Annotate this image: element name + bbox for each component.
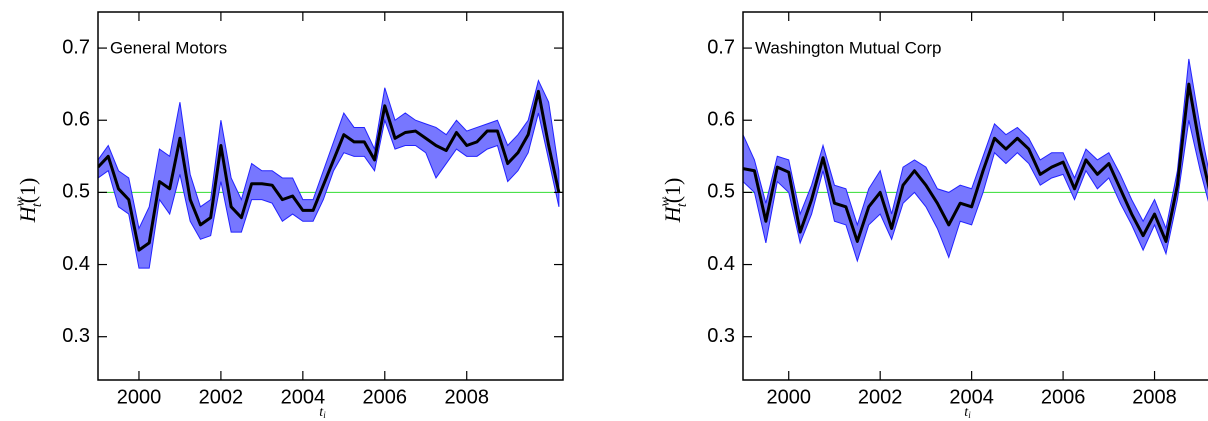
x-tick-label: 2004 [949, 386, 994, 408]
x-label-sub: i [323, 410, 326, 420]
x-tick-label: 2004 [281, 386, 326, 408]
x-tick-label: 2002 [858, 386, 903, 408]
y-label-sub: t [30, 202, 45, 207]
y-label-base: H [15, 205, 40, 223]
chart-title: Washington Mutual Corp [755, 38, 941, 57]
y-tick-label: 0.6 [62, 109, 90, 131]
y-tick-label: 0.5 [62, 181, 90, 203]
x-tick-label: 2000 [766, 386, 811, 408]
confidence-band [743, 58, 1208, 263]
y-axis-label: Hw t(1) [658, 178, 690, 224]
y-tick-label: 0.7 [707, 36, 735, 58]
plot-frame [97, 11, 564, 381]
y-label-sup: w [13, 197, 28, 207]
y-axis-label: Hw t(1) [13, 178, 45, 224]
plot-frame [742, 11, 1208, 381]
y-tick-label: 0.7 [62, 36, 90, 58]
y-label-arg: (1) [660, 178, 685, 204]
y-tick-label: 0.6 [707, 109, 735, 131]
chart-title: General Motors [110, 38, 227, 57]
x-axis-label: ti [964, 405, 971, 420]
y-tick-label: 0.4 [707, 253, 735, 275]
x-tick-label: 2000 [117, 386, 162, 408]
y-tick-label: 0.3 [707, 325, 735, 347]
plot-area [98, 79, 563, 269]
x-tick-label: 2006 [363, 386, 408, 408]
y-label-arg: (1) [15, 178, 40, 204]
data-line [98, 89, 561, 252]
x-tick-label: 2002 [199, 386, 244, 408]
x-axis-label: ti [319, 405, 326, 420]
x-tick-label: 2008 [444, 386, 489, 408]
x-label-base: t [319, 405, 324, 420]
y-label-sub: t [675, 202, 690, 207]
x-label-sub: i [968, 410, 971, 420]
chart-panel: 0.3 0.4 0.5 0.6 0.7 2000 2002 2004 2006 2008 Gener… [13, 11, 564, 420]
plot-area [743, 58, 1208, 263]
x-tick-label: 2006 [1041, 386, 1086, 408]
x-label-base: t [964, 405, 969, 420]
y-label-base: H [660, 205, 685, 223]
y-label-sup: w [658, 197, 673, 207]
chart-panel: 0.3 0.4 0.5 0.6 0.7 2000 2002 2004 2006 2008 Washi… [658, 11, 1208, 420]
y-tick-label: 0.5 [707, 181, 735, 203]
y-tick-label: 0.4 [62, 253, 90, 275]
data-line [743, 82, 1208, 243]
y-tick-label: 0.3 [62, 325, 90, 347]
x-tick-label: 2008 [1132, 386, 1177, 408]
